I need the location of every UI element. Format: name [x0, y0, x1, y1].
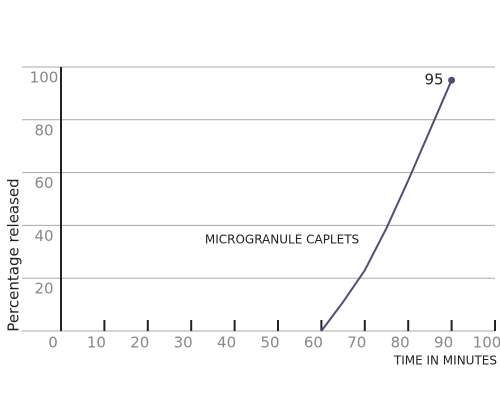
x-axis-label: TIME IN MINUTES: [393, 354, 497, 368]
y-tick-label: 20: [34, 280, 53, 298]
x-tick-label: 10: [87, 334, 106, 352]
x-tick-label: 40: [217, 334, 236, 352]
x-tick-label: 90: [434, 334, 453, 352]
data-line: [320, 79, 453, 332]
x-tick-label: 20: [130, 334, 149, 352]
annotation: MICROGRANULE CAPLETS: [205, 233, 359, 247]
x-tick-label: 50: [260, 334, 279, 352]
y-axis-label: Percentage released: [5, 178, 23, 331]
x-tick-label: 30: [174, 334, 193, 352]
data-label: 95: [425, 71, 444, 89]
end-point: [448, 76, 456, 84]
x-tick-label: 80: [391, 334, 410, 352]
y-tick-label: 60: [34, 174, 53, 192]
x-tick-label: 60: [304, 334, 323, 352]
y-tick-label: 80: [34, 121, 53, 139]
x-tick-label: 0: [48, 334, 58, 352]
y-tick-label: 100: [30, 69, 59, 87]
x-tick-label: 70: [347, 334, 366, 352]
x-tick-label: 100: [473, 334, 500, 352]
y-tick-label: 40: [34, 227, 53, 245]
